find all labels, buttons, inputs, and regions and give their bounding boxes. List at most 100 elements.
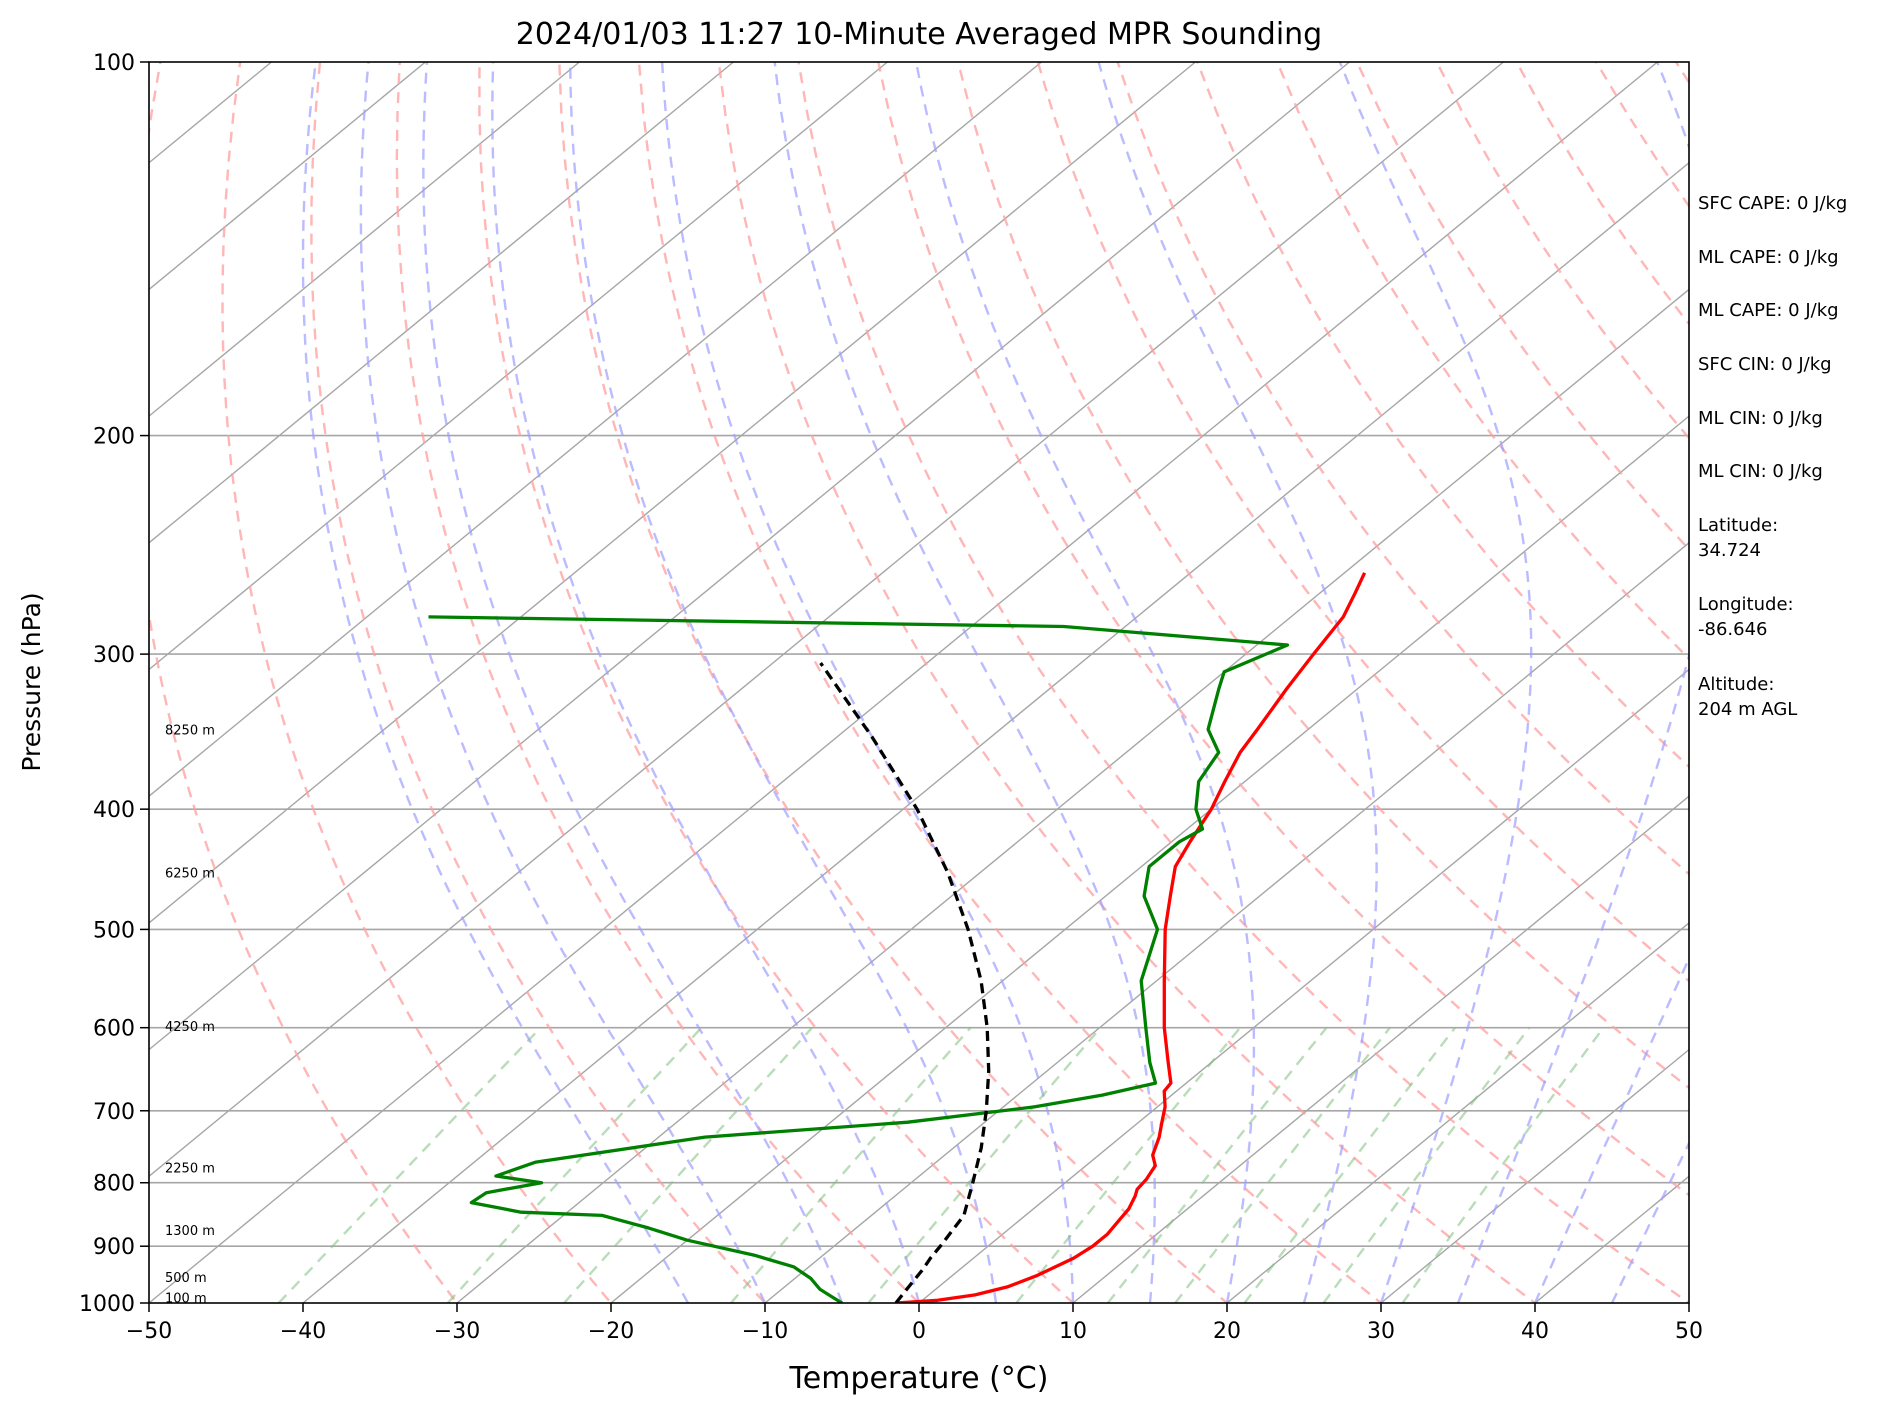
isotherm-line xyxy=(918,668,1689,1303)
ml-cape-text-2: ML CAPE: 0 J/kg xyxy=(1698,300,1839,321)
mixing-ratio-line xyxy=(1015,1026,1242,1303)
dry-adiabat-line xyxy=(1196,62,1689,769)
isotherm-line xyxy=(610,415,1689,1303)
longitude-value: -86.646 xyxy=(1698,619,1767,640)
dry-adiabat-line xyxy=(395,62,921,1303)
y-tick-label: 1000 xyxy=(79,1292,135,1317)
moist-adiabat-line xyxy=(359,62,767,1303)
series-layer xyxy=(428,572,1367,1303)
height-label: 8250 m xyxy=(165,723,215,738)
mixing-ratio-line xyxy=(563,1026,813,1303)
background-lines xyxy=(149,62,1689,1303)
y-axis-label: Pressure (hPa) xyxy=(17,592,46,771)
dry-adiabat-line xyxy=(717,62,1537,1303)
isotherm-line xyxy=(456,288,1689,1303)
mixing-ratio-line xyxy=(730,1026,972,1303)
isotherm-line xyxy=(1380,1048,1689,1303)
info-panel: SFC CAPE: 0 J/kg ML CAPE: 0 J/kg ML CAPE… xyxy=(1698,193,1847,720)
isotherm-line xyxy=(149,62,426,291)
moist-adiabat-line xyxy=(773,62,1157,1303)
longitude-label: Longitude: xyxy=(1698,594,1794,615)
moist-adiabat-line xyxy=(1338,62,1533,1303)
isotherm-line xyxy=(764,541,1689,1303)
mixing-ratio-line xyxy=(1106,1026,1328,1303)
y-tick-label: 500 xyxy=(93,918,135,943)
moist-adiabat-line xyxy=(1610,1140,1689,1303)
y-tick-label: 100 xyxy=(93,51,135,76)
height-label: 100 m xyxy=(165,1292,207,1307)
isotherm-line xyxy=(1072,795,1689,1303)
x-axis-ticks: −50 −40 −30 −20 −10 0 10 20 30 40 50 xyxy=(126,1303,1703,1344)
height-label: 1300 m xyxy=(165,1224,215,1239)
height-labels: 8250 m 6250 m 4250 m 2250 m 1300 m 500 m 100 m xyxy=(165,723,215,1306)
isotherm-line xyxy=(149,62,1042,798)
x-tick-label: −40 xyxy=(280,1319,326,1344)
isotherm-line xyxy=(149,62,1504,1178)
height-label: 2250 m xyxy=(165,1162,215,1177)
latitude-value: 34.724 xyxy=(1698,540,1761,561)
mixing-ratio-line xyxy=(1243,1026,1457,1303)
y-tick-label: 200 xyxy=(93,425,135,450)
mixing-ratio-line xyxy=(1322,1026,1531,1303)
mixing-ratio-line xyxy=(1401,1026,1605,1303)
dry-adiabat-line xyxy=(1036,62,1689,983)
dry-adiabat-line xyxy=(797,62,1689,1303)
moist-adiabat-line xyxy=(1097,62,1378,1303)
y-tick-label: 900 xyxy=(93,1235,135,1260)
mixing-ratio-line xyxy=(277,1026,542,1303)
dry-adiabat-line xyxy=(478,62,1075,1303)
x-tick-label: −20 xyxy=(588,1319,634,1344)
moist-adiabat-line xyxy=(422,62,844,1303)
x-axis-label: Temperature (°C) xyxy=(789,1361,1049,1396)
dry-adiabat-line xyxy=(1116,62,1689,876)
sfc-cin-text: SFC CIN: 0 J/kg xyxy=(1698,354,1832,375)
y-tick-label: 300 xyxy=(93,643,135,668)
sfc-cape-text: SFC CAPE: 0 J/kg xyxy=(1698,193,1847,214)
moist-adiabat-line xyxy=(1533,955,1689,1303)
moist-adiabat-line xyxy=(569,62,998,1303)
isotherm-line xyxy=(302,161,1689,1303)
dry-adiabat-line xyxy=(310,62,767,1303)
x-tick-label: 40 xyxy=(1521,1319,1549,1344)
y-tick-label: 800 xyxy=(93,1172,135,1197)
latitude-label: Latitude: xyxy=(1698,515,1778,536)
ml-cape-text: ML CAPE: 0 J/kg xyxy=(1698,247,1839,268)
moist-adiabat-line xyxy=(491,62,921,1303)
x-tick-label: −30 xyxy=(434,1319,480,1344)
height-label: 4250 m xyxy=(165,1020,215,1035)
dewpoint-line xyxy=(428,615,1290,1303)
isotherm-line xyxy=(149,62,734,544)
isotherm-line xyxy=(149,62,1350,1051)
isotherm-line xyxy=(149,62,1658,1303)
mixing-ratio-line xyxy=(867,1026,1102,1303)
dry-adiabat-line xyxy=(877,62,1689,1197)
dry-adiabat-line xyxy=(221,62,613,1303)
x-tick-label: −50 xyxy=(126,1319,172,1344)
moist-adiabat-line xyxy=(301,62,690,1303)
ml-cin-text-2: ML CIN: 0 J/kg xyxy=(1698,461,1823,482)
isotherm-line xyxy=(149,62,1196,924)
x-tick-label: 10 xyxy=(1059,1319,1087,1344)
mixing-ratio-line xyxy=(1174,1026,1391,1303)
temperature-line xyxy=(895,572,1367,1303)
y-tick-label: 400 xyxy=(93,798,135,823)
x-tick-label: 50 xyxy=(1675,1319,1703,1344)
isotherm-line xyxy=(149,62,888,671)
x-tick-label: −10 xyxy=(742,1319,788,1344)
dry-adiabat-line xyxy=(637,62,1383,1303)
isotherm-line xyxy=(149,62,580,418)
moist-adiabat-line xyxy=(1456,62,1689,1303)
ml-cin-text: ML CIN: 0 J/kg xyxy=(1698,408,1823,429)
chart-title: 2024/01/03 11:27 10-Minute Averaged MPR … xyxy=(516,17,1322,52)
y-tick-label: 700 xyxy=(93,1100,135,1125)
height-label: 6250 m xyxy=(165,867,215,882)
altitude-label: Altitude: xyxy=(1698,674,1774,695)
x-tick-label: 0 xyxy=(912,1319,926,1344)
x-tick-label: 30 xyxy=(1367,1319,1395,1344)
dry-adiabat-line xyxy=(956,62,1689,1090)
plot-frame xyxy=(148,61,1690,1304)
moist-adiabat-line xyxy=(914,62,1256,1303)
moist-adiabat-line xyxy=(660,62,1075,1303)
parcel-line xyxy=(819,662,991,1303)
